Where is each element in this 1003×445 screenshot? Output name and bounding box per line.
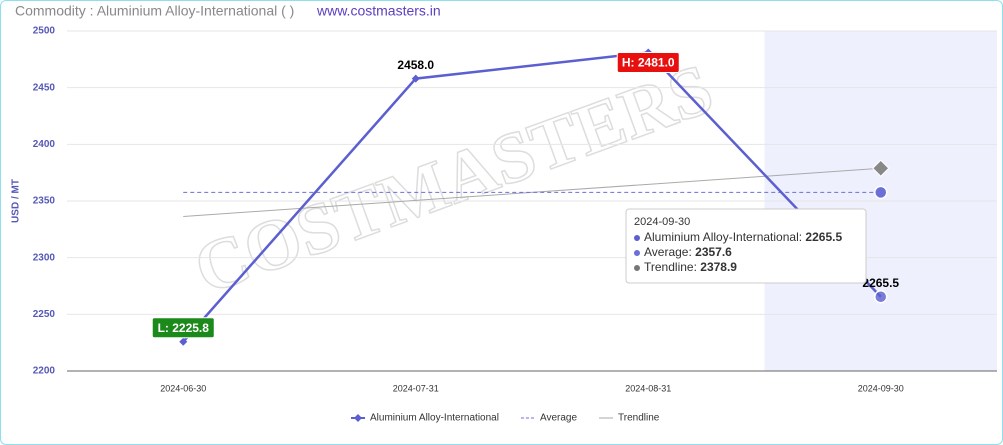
x-tick-label: 2024-09-30: [858, 383, 904, 393]
data-label-box: [616, 52, 680, 74]
point-marker: [179, 337, 188, 346]
y-tick-label: 2500: [33, 26, 56, 37]
data-label: 2265.5: [862, 276, 899, 290]
tooltip-value: 2265.5: [805, 230, 842, 244]
tooltip-value: 2378.9: [700, 260, 737, 274]
y-tick-label: 2450: [33, 82, 56, 93]
y-tick-label: 2200: [33, 366, 56, 377]
tooltip-row: Trendline: 2378.9: [644, 260, 737, 274]
x-tick-label: 2024-06-30: [160, 383, 206, 393]
legend-label[interactable]: Trendline: [618, 413, 660, 424]
tooltip-row: Average: 2357.6: [644, 245, 732, 259]
y-tick-label: 2250: [33, 309, 56, 320]
data-label: 2458.0: [397, 58, 434, 72]
legend-marker: [354, 414, 362, 422]
point-marker: [874, 185, 888, 200]
tooltip-box: [625, 208, 867, 284]
tooltip-dot: [634, 235, 640, 241]
tooltip-value: 2357.6: [695, 245, 732, 259]
tooltip-series-name: Trendline: [644, 260, 694, 274]
tooltip-dot: [634, 250, 640, 256]
y-tick-label: 2350: [33, 196, 56, 207]
legend-label[interactable]: Average: [540, 413, 578, 424]
tooltip-date: 2024-09-30: [634, 216, 690, 228]
tooltip-dot: [634, 265, 640, 271]
y-tick-label: 2300: [33, 252, 56, 263]
data-label: H: 2481.0: [622, 56, 675, 70]
chart-subtitle[interactable]: www.costmasters.in: [316, 3, 441, 19]
x-tick-label: 2024-08-31: [625, 383, 671, 393]
tooltip-sep: :: [688, 245, 695, 259]
tooltip-sep: :: [799, 230, 806, 244]
data-label-box: [151, 317, 215, 339]
data-label: L: 2225.8: [158, 321, 210, 335]
y-axis-label: USD / MT: [11, 179, 22, 223]
point-marker: [411, 74, 420, 83]
chart-title: Commodity : Aluminium Alloy-Internationa…: [15, 3, 294, 19]
x-tick-label: 2024-07-31: [393, 383, 439, 393]
tooltip-series-name: Aluminium Alloy-International: [644, 230, 799, 244]
legend-label[interactable]: Aluminium Alloy-International: [370, 413, 499, 424]
tooltip: 2024-09-30 Aluminium Alloy-International:…: [625, 208, 867, 284]
y-tick-label: 2400: [33, 139, 56, 150]
series-line: [182, 51, 882, 343]
point-marker: [874, 290, 888, 304]
tooltip-sep: :: [694, 260, 701, 274]
tooltip-series-name: Average: [644, 245, 689, 259]
point-marker: [872, 159, 890, 177]
tooltip-row: Aluminium Alloy-International: 2265.5: [644, 230, 842, 244]
